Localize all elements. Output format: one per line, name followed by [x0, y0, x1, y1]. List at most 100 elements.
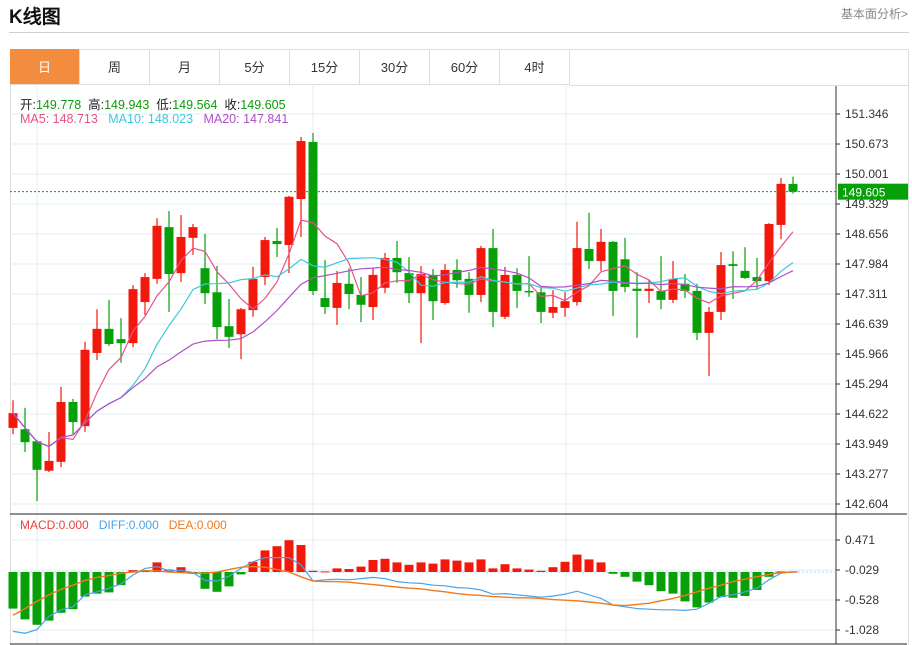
tabs-divider — [570, 85, 908, 86]
candle-body — [392, 257, 402, 273]
candle-body — [296, 141, 306, 200]
tab-month[interactable]: 月 — [150, 49, 220, 85]
candle-body — [224, 326, 234, 337]
candle-body — [788, 183, 798, 192]
candle-body — [32, 441, 42, 470]
candle-body — [764, 224, 774, 282]
candle-body — [20, 429, 30, 443]
candle-body — [608, 241, 618, 291]
macd-bar — [260, 550, 270, 572]
candle-body — [92, 328, 102, 353]
diff-line — [12, 556, 794, 634]
price-tick-label: 145.294 — [845, 377, 889, 391]
macd-bar — [476, 559, 486, 572]
candle-body — [476, 248, 486, 295]
candle-body — [212, 292, 222, 328]
price-tick-label: 143.277 — [845, 467, 889, 481]
candle-body — [704, 311, 714, 333]
macd-bar — [668, 572, 678, 594]
macd-bar — [740, 572, 750, 596]
tab-4hour[interactable]: 4时 — [500, 49, 570, 85]
price-tick-label: 143.949 — [845, 437, 889, 451]
tab-15min[interactable]: 15分 — [290, 49, 360, 85]
macd-bar — [392, 562, 402, 572]
macd-legend: MACD:0.000 DIFF:0.000 DEA:0.000 — [20, 518, 227, 532]
candle-body — [740, 270, 750, 278]
candle-body — [680, 283, 690, 291]
candle-body — [272, 240, 282, 245]
price-tick-label: 149.329 — [845, 197, 889, 211]
diff-value: DIFF:0.000 — [98, 518, 159, 532]
macd-tick-label: -1.028 — [845, 623, 879, 637]
price-tick-label: 142.604 — [845, 497, 889, 511]
candle-body — [452, 269, 462, 281]
candle-body — [68, 402, 78, 423]
tab-60min[interactable]: 60分 — [430, 49, 500, 85]
macd-bar — [380, 558, 390, 572]
price-tick-label: 148.656 — [845, 227, 889, 241]
ma20-value: MA20: 147.841 — [203, 112, 289, 126]
candle-body — [464, 278, 474, 295]
macd-bar — [416, 562, 426, 572]
candle-body — [380, 257, 390, 288]
tab-5min[interactable]: 5分 — [220, 49, 290, 85]
chart-container — [10, 49, 909, 645]
macd-bar — [440, 559, 450, 572]
candle-body — [548, 306, 558, 313]
candle-body — [572, 248, 582, 303]
open-value: 149.778 — [35, 98, 82, 112]
macd-bar — [632, 572, 642, 582]
macd-bar — [680, 572, 690, 602]
macd-bar — [464, 562, 474, 572]
ma5-value: MA5: 148.713 — [20, 112, 98, 126]
price-tick-label: 145.966 — [845, 347, 889, 361]
macd-bar — [536, 570, 546, 572]
macd-bar — [524, 569, 534, 572]
dea-line — [12, 565, 794, 616]
candle-body — [188, 227, 198, 238]
macd-bar — [128, 570, 138, 572]
candle-body — [332, 282, 342, 308]
candle-body — [776, 183, 786, 225]
macd-bar — [620, 572, 630, 577]
candle-body — [620, 259, 630, 287]
candle-body — [344, 283, 354, 295]
candle-body — [440, 269, 450, 303]
candle-body — [164, 227, 174, 274]
macd-bar — [116, 572, 126, 586]
macd-bar — [44, 572, 54, 621]
macd-bar — [56, 572, 66, 613]
candle-body — [404, 273, 414, 294]
fundamental-analysis-link[interactable]: 基本面分析> — [840, 7, 908, 21]
macd-bar — [656, 572, 666, 592]
tab-30min[interactable]: 30分 — [360, 49, 430, 85]
macd-bar — [752, 572, 762, 590]
macd-bar — [704, 572, 714, 603]
macd-tick-label: -0.029 — [845, 563, 879, 577]
macd-bar — [596, 562, 606, 572]
macd-tick-label: -0.528 — [845, 593, 879, 607]
macd-bar — [788, 571, 798, 573]
macd-bar — [728, 572, 738, 598]
candle-body — [524, 290, 534, 293]
candle-body — [728, 264, 738, 266]
tab-day[interactable]: 日 — [10, 49, 80, 85]
macd-bar — [584, 559, 594, 572]
candle-body — [80, 349, 90, 427]
macd-bar — [560, 561, 570, 572]
candle-body — [140, 277, 150, 303]
candle-body — [8, 413, 18, 428]
candle-body — [260, 240, 270, 278]
macd-bar — [92, 572, 102, 594]
low-value: 149.564 — [172, 98, 218, 112]
candle-body — [104, 328, 114, 345]
macd-bar — [308, 570, 318, 572]
macd-bar — [404, 564, 414, 572]
candle-body — [632, 288, 642, 291]
macd-bar — [368, 560, 378, 572]
macd-bar — [80, 572, 90, 597]
tab-week[interactable]: 周 — [80, 49, 150, 85]
macd-bar — [224, 572, 234, 587]
macd-bar — [644, 572, 654, 586]
